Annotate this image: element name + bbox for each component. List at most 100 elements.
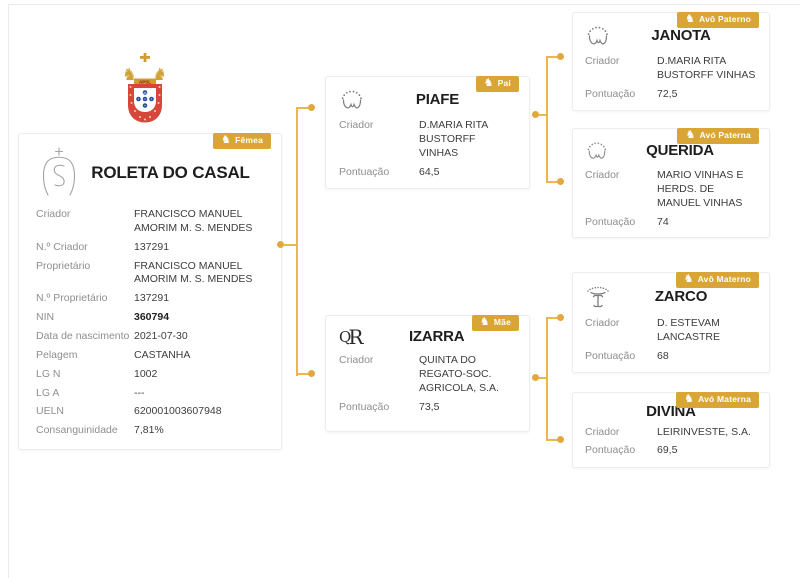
field-value: 137291 bbox=[134, 292, 170, 305]
field-value: 620001003607948 bbox=[134, 405, 222, 418]
field-label: Criador bbox=[339, 354, 374, 366]
sex-badge-label: Fêmea bbox=[235, 135, 263, 146]
field-value: 69,5 bbox=[657, 444, 678, 457]
connector-dot bbox=[532, 111, 539, 118]
criador-row: Criador D.MARIA RITA BUSTORFF VINHAS bbox=[339, 119, 516, 161]
pedigree-card-piafe[interactable]: ♞ Pai PIAFE Criador D.MARIA bbox=[325, 76, 530, 190]
relation-badge-label: Mãe bbox=[493, 317, 511, 328]
relation-badge-label: Avô Materno bbox=[697, 274, 751, 285]
field-label: Pontuação bbox=[585, 349, 636, 362]
horse-icon: ♞ bbox=[479, 316, 490, 328]
horse-name: ZARCO bbox=[654, 287, 708, 305]
connector-line bbox=[548, 317, 558, 319]
field-value: D. ESTEVAM LANCASTRE bbox=[657, 317, 721, 343]
field-row: Pelagem CASTANHA bbox=[36, 349, 265, 363]
field-value: FRANCISCO MANUEL AMORIM M. S. MENDES bbox=[134, 259, 253, 286]
field-row: UELN 620001003607948 bbox=[36, 405, 265, 419]
pontuacao-row: Pontuação 68 bbox=[585, 350, 757, 364]
relation-badge: ♞ Avó Materna bbox=[676, 392, 759, 408]
field-label: Pontuação bbox=[339, 165, 390, 178]
field-value: 137291 bbox=[134, 240, 170, 253]
field-label: LG N bbox=[36, 367, 61, 380]
connector-dot bbox=[557, 53, 564, 60]
apsl-crest-logo: ♞ ♞ APSL bbox=[122, 53, 167, 123]
connector-line bbox=[539, 377, 547, 379]
field-label: Pontuação bbox=[585, 444, 636, 457]
relation-badge: ♞ Avó Paterna bbox=[677, 128, 759, 144]
subject-fields: Criador FRANCISCO MANUEL AMORIM M. S. ME… bbox=[36, 208, 265, 438]
field-label: Criador bbox=[585, 317, 620, 329]
connector-dot bbox=[308, 370, 315, 377]
field-label: NIN bbox=[36, 311, 55, 324]
field-value: 74 bbox=[657, 215, 669, 228]
connector-dot bbox=[557, 314, 564, 321]
criador-row: Criador LEIRINVESTE, S.A. bbox=[585, 426, 757, 440]
relation-badge-label: Avó Paterna bbox=[699, 130, 751, 141]
connector-line bbox=[539, 114, 547, 116]
field-value: CASTANHA bbox=[134, 348, 191, 361]
pedigree-card-zarco[interactable]: ♞ Avô Materno bbox=[572, 272, 770, 373]
field-row: Proprietário FRANCISCO MANUEL AMORIM M. … bbox=[36, 260, 265, 288]
field-value: 1002 bbox=[134, 367, 158, 380]
field-label: Proprietário bbox=[36, 259, 91, 272]
pontuacao-row: Pontuação 74 bbox=[585, 216, 757, 230]
field-value: 360794 bbox=[134, 311, 170, 324]
criador-row: Criador MARIO VINHAS E HERDS. DE MANUEL … bbox=[585, 169, 757, 211]
horse-icon: ♞ bbox=[684, 13, 696, 25]
field-value: 68 bbox=[657, 349, 669, 362]
field-label: Pontuação bbox=[339, 400, 390, 413]
connector-dot bbox=[557, 436, 564, 443]
field-label: N.º Proprietário bbox=[36, 292, 108, 305]
pontuacao-row: Pontuação 64,5 bbox=[339, 166, 516, 180]
subject-name: ROLETA DO CASAL bbox=[91, 162, 250, 182]
horse-icon: ♞ bbox=[685, 129, 696, 141]
connector-line bbox=[284, 244, 297, 246]
horse-icon: ♞ bbox=[683, 273, 694, 285]
connector-line bbox=[548, 56, 558, 58]
relation-badge: ♞ Avô Paterno bbox=[676, 12, 759, 28]
relation-badge-label: Avô Paterno bbox=[699, 14, 751, 25]
page-frame-left bbox=[8, 4, 9, 578]
pontuacao-row: Pontuação 69,5 bbox=[585, 444, 757, 458]
relation-badge: ♞ Avô Materno bbox=[675, 272, 759, 288]
field-label: Criador bbox=[585, 169, 620, 181]
pontuacao-row: Pontuação 73,5 bbox=[339, 401, 516, 415]
zarco-brand-mark-icon bbox=[585, 284, 611, 310]
subject-card-roleta-do-casal[interactable]: ♞ Fêmea ROLETA DO CASAL Criador FRANCISC… bbox=[18, 133, 282, 451]
connector-line bbox=[296, 107, 298, 376]
field-label: Criador bbox=[585, 425, 620, 438]
field-label: LG A bbox=[36, 386, 60, 399]
criador-row: Criador D. ESTEVAM LANCASTRE bbox=[585, 317, 757, 345]
pedigree-card-querida[interactable]: ♞ Avó Paterna QUERIDA Criador bbox=[572, 128, 770, 239]
field-value: LEIRINVESTE, S.A. bbox=[657, 425, 751, 438]
field-label: N.º Criador bbox=[36, 240, 88, 253]
field-label: Data de nascimento bbox=[36, 330, 130, 343]
relation-badge: ♞ Pai bbox=[475, 76, 519, 92]
pedigree-card-janota[interactable]: ♞ Avô Paterno JANOTA Criador bbox=[572, 12, 770, 111]
crest-horse-left-icon: ♞ bbox=[122, 65, 137, 84]
field-value: MARIO VINHAS E HERDS. DE MANUEL VINHAS bbox=[657, 169, 744, 209]
relation-badge: ♞ Mãe bbox=[471, 315, 519, 331]
field-value: --- bbox=[134, 386, 145, 399]
connector-line bbox=[548, 439, 558, 441]
connector-dot bbox=[532, 374, 539, 381]
horse-icon: ♞ bbox=[684, 393, 695, 405]
pedigree-card-divina[interactable]: ♞ Avó Materna DIVINA Criador LEIRINVESTE… bbox=[572, 392, 770, 468]
connector-line bbox=[298, 373, 309, 375]
field-label: UELN bbox=[36, 405, 65, 418]
connector-dot bbox=[308, 104, 315, 111]
field-label: Pelagem bbox=[36, 348, 78, 361]
field-value: FRANCISCO MANUEL AMORIM M. S. MENDES bbox=[134, 208, 253, 234]
field-value: D.MARIA RITA BUSTORFF VINHAS bbox=[419, 119, 488, 159]
field-row: Data de nascimento 2021-07-30 bbox=[36, 330, 265, 344]
field-row: N.º Proprietário 137291 bbox=[36, 292, 265, 306]
relation-badge-label: Avó Materna bbox=[698, 394, 751, 405]
pontuacao-row: Pontuação 72,5 bbox=[585, 88, 757, 102]
field-label: Consanguinidade bbox=[36, 424, 118, 437]
field-row: N.º Criador 137291 bbox=[36, 241, 265, 255]
field-row: LG A --- bbox=[36, 387, 265, 401]
field-label: Pontuação bbox=[585, 87, 636, 100]
